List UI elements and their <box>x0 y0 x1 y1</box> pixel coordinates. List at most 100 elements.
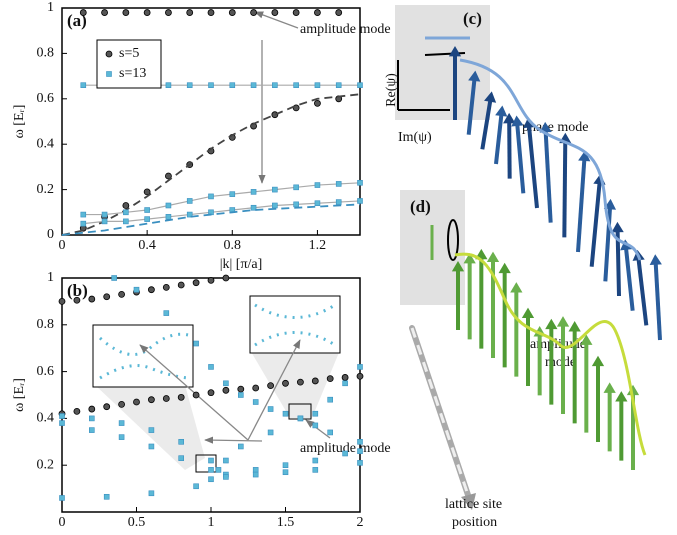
marker <box>166 83 171 88</box>
marker <box>253 472 258 477</box>
marker <box>358 198 363 203</box>
legend-marker <box>107 72 112 77</box>
marker <box>149 444 154 449</box>
vector <box>546 131 551 223</box>
marker <box>272 187 277 192</box>
marker <box>178 282 184 288</box>
x-tick-label: 1 <box>208 515 215 530</box>
marker <box>328 430 333 435</box>
x-tick-label: 1.5 <box>277 515 295 530</box>
marker <box>89 428 94 433</box>
vector-head <box>612 222 624 233</box>
marker <box>343 381 348 386</box>
marker <box>166 214 171 219</box>
marker <box>81 221 86 226</box>
vector-head <box>510 282 522 292</box>
marker <box>187 198 192 203</box>
marker <box>163 284 169 290</box>
y-tick-label: 0.6 <box>37 91 55 106</box>
marker <box>60 495 65 500</box>
marker <box>230 192 235 197</box>
y-tick-label: 0 <box>47 227 54 242</box>
marker <box>119 435 124 440</box>
marker <box>283 411 288 416</box>
marker <box>89 406 95 412</box>
marker <box>358 460 363 465</box>
re-label: Re(ψ) <box>384 73 399 107</box>
marker <box>251 10 257 16</box>
marker <box>294 202 299 207</box>
marker <box>74 297 80 303</box>
marker <box>223 387 229 393</box>
marker <box>294 83 299 88</box>
marker <box>268 407 273 412</box>
marker <box>179 439 184 444</box>
marker <box>272 203 277 208</box>
marker <box>327 376 333 382</box>
vector-head <box>545 319 557 329</box>
marker <box>209 83 214 88</box>
vector <box>564 142 565 238</box>
marker <box>283 470 288 475</box>
marker <box>123 219 128 224</box>
legend-marker <box>106 51 112 57</box>
marker <box>145 208 150 213</box>
marker <box>80 10 86 16</box>
vector-head <box>650 254 662 265</box>
marker <box>123 10 129 16</box>
marker <box>89 296 95 302</box>
vector-head <box>499 263 511 273</box>
inset <box>250 296 340 353</box>
marker <box>336 181 341 186</box>
y-tick-label: 1 <box>47 0 54 15</box>
marker <box>104 294 110 300</box>
marker <box>112 276 117 281</box>
vector-head <box>615 391 627 401</box>
marker <box>313 411 318 416</box>
marker <box>238 386 244 392</box>
x-axis-label: |k| [π/a] <box>220 257 263 272</box>
y-tick-label: 0.4 <box>37 411 55 426</box>
marker <box>251 83 256 88</box>
marker <box>336 200 341 205</box>
vector <box>626 248 633 310</box>
marker <box>187 10 193 16</box>
marker <box>104 494 109 499</box>
inset-shadow <box>250 350 340 418</box>
marker <box>102 212 107 217</box>
marker <box>336 10 342 16</box>
marker <box>342 374 348 380</box>
vector-head <box>495 106 507 117</box>
vector <box>578 160 584 252</box>
marker <box>165 10 171 16</box>
marker <box>60 421 65 426</box>
y-axis-label: ω [Eᵣ] <box>12 105 27 139</box>
arrow <box>205 440 262 441</box>
y-axis-label: ω [Eᵣ] <box>12 378 27 412</box>
marker <box>268 383 274 389</box>
marker <box>209 458 214 463</box>
x-tick-label: 0.5 <box>128 515 146 530</box>
marker <box>283 380 289 386</box>
marker <box>238 444 243 449</box>
marker <box>74 408 80 414</box>
x-tick-label: 0.4 <box>138 238 156 253</box>
vector-head <box>569 321 581 331</box>
marker <box>315 83 320 88</box>
marker <box>293 10 299 16</box>
marker <box>149 491 154 496</box>
y-tick-label: 0.8 <box>37 46 55 61</box>
marker <box>148 287 154 293</box>
marker <box>223 381 228 386</box>
marker <box>60 414 65 419</box>
marker <box>294 185 299 190</box>
marker <box>178 394 184 400</box>
annotation: amplitude mode <box>300 22 391 37</box>
legend-label: s=13 <box>119 66 146 81</box>
lattice-label: position <box>452 515 497 530</box>
marker <box>123 202 129 208</box>
vector <box>656 263 660 340</box>
marker <box>230 83 235 88</box>
marker <box>187 83 192 88</box>
marker <box>315 183 320 188</box>
